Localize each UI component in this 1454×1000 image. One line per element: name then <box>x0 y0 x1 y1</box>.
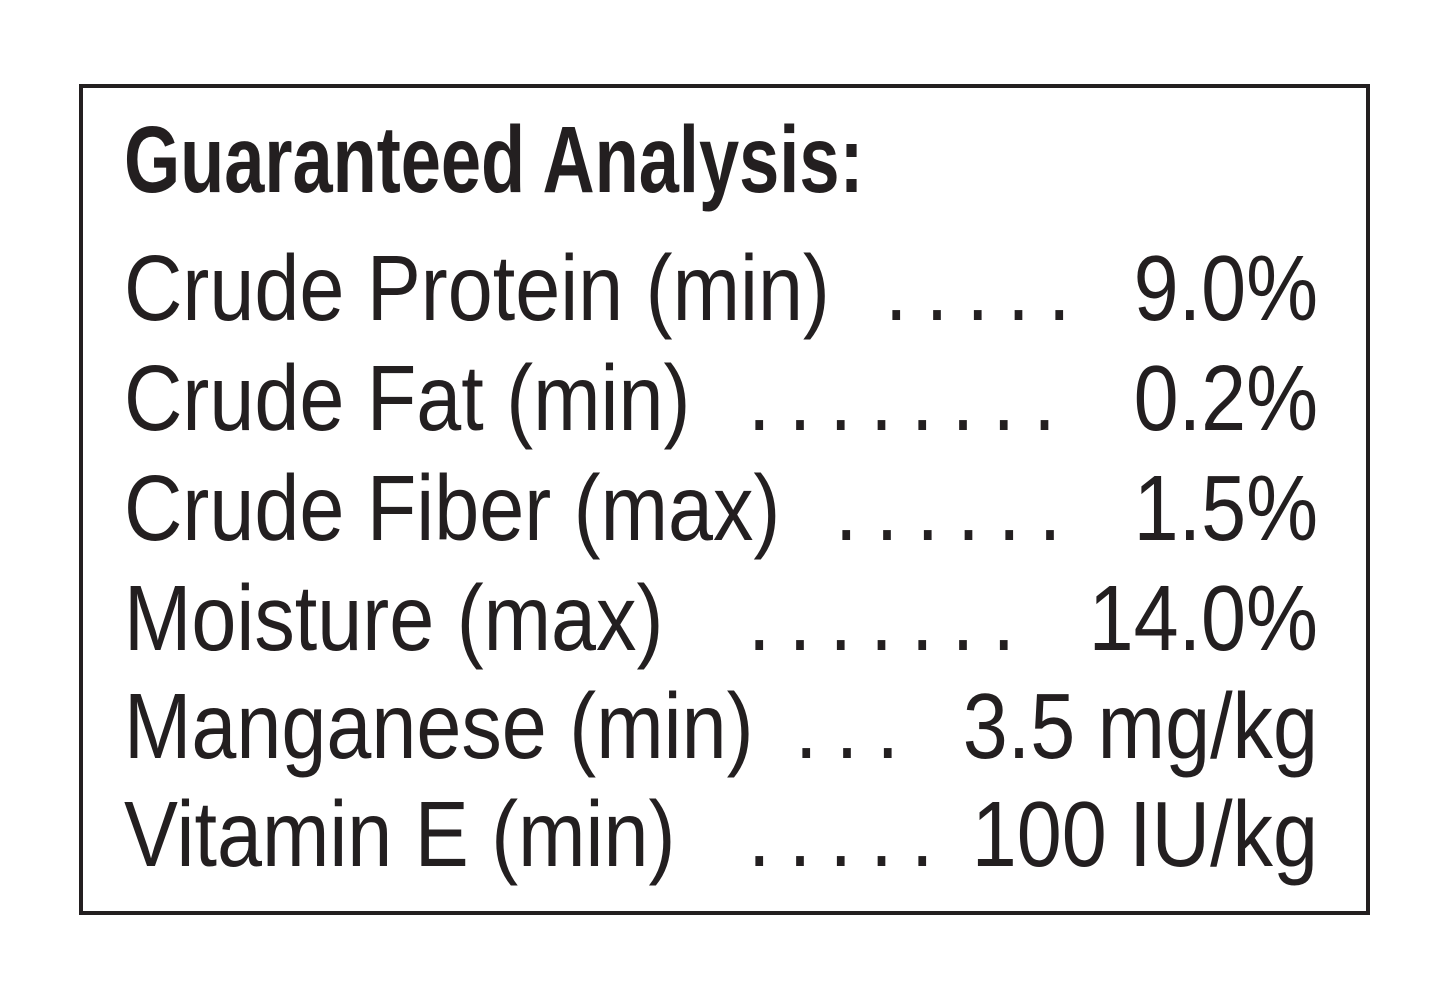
row-value: 14.0% <box>1089 567 1318 670</box>
row-label: Moisture (max) <box>124 567 663 670</box>
leader-dots: ..... <box>748 783 952 886</box>
row-value: 100 IU/kg <box>972 783 1318 886</box>
row-label: Vitamin E (min) <box>124 783 675 886</box>
leader-dots: ....... <box>748 567 1033 670</box>
row-value: 3.5 mg/kg <box>963 675 1318 778</box>
row-label: Crude Fiber (max) <box>124 457 780 560</box>
border <box>79 84 1370 915</box>
title: Guaranteed Analysis: <box>124 106 864 212</box>
leader-dots: ........ <box>748 347 1074 450</box>
row-value: 9.0% <box>1134 237 1318 340</box>
row-value: 0.2% <box>1134 347 1318 450</box>
leader-dots: ...... <box>835 457 1079 560</box>
leader-dots: ... <box>795 675 917 778</box>
row-label: Manganese (min) <box>124 675 754 778</box>
row-value: 1.5% <box>1134 457 1318 560</box>
row-label: Crude Protein (min) <box>124 237 830 340</box>
leader-dots: ..... <box>885 237 1089 340</box>
row-label: Crude Fat (min) <box>124 347 690 450</box>
